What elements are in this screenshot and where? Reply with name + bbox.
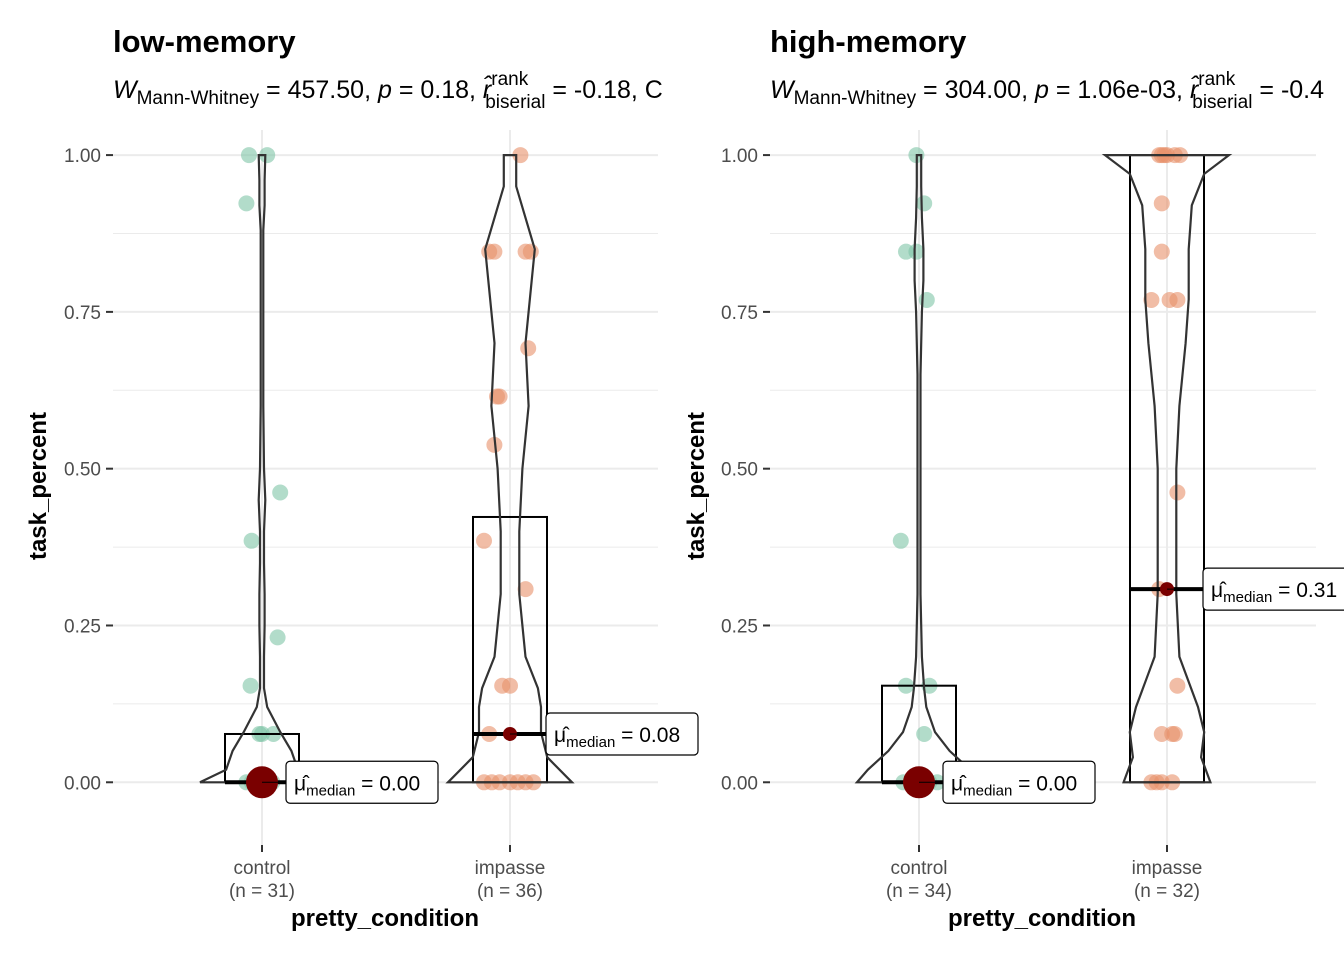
- x-tick-label: impasse: [1132, 858, 1203, 879]
- x-axis-title: pretty_condition: [948, 905, 1136, 932]
- x-axis-title: pretty_condition: [291, 905, 479, 932]
- x-tick-n-label: (n = 36): [477, 881, 543, 902]
- y-tick-label: 0.75: [721, 303, 758, 324]
- median-label-box: [285, 760, 439, 804]
- panel-subtitle: WMann-Whitney = 457.50, p = 0.18, r̂rank…: [113, 69, 663, 113]
- data-point: [259, 147, 276, 164]
- violin: [854, 154, 984, 784]
- grid: [770, 130, 1316, 845]
- x-tick-n-label: (n = 34): [886, 881, 952, 902]
- data-point: [238, 195, 255, 212]
- violin: [445, 154, 575, 784]
- data-point: [908, 243, 925, 260]
- y-tick-label: 0.50: [64, 460, 101, 481]
- median-label-box: [1202, 567, 1344, 611]
- x-tick-n-label: (n = 32): [1134, 881, 1200, 902]
- x-tick-label: control: [890, 858, 947, 879]
- x-axis: control(n = 31) impasse(n = 36): [229, 845, 545, 902]
- median-label: μ̂median = 0.08: [554, 724, 680, 751]
- panel-high-memory: high-memory WMann-Whitney = 304.00, p = …: [683, 24, 1344, 932]
- marks: μ̂median = 0.00 μ̂median = 0.31: [854, 147, 1344, 804]
- median-label: μ̂median = 0.00: [294, 772, 420, 799]
- median-label-box: [545, 712, 699, 756]
- data-point: [892, 532, 909, 549]
- y-tick-label: 1.00: [721, 146, 758, 167]
- panel-title: low-memory: [113, 24, 296, 59]
- y-axis: 0.00 0.25 0.50 0.75 1.00: [721, 146, 770, 794]
- data-point: [243, 532, 260, 549]
- y-axis: 0.00 0.25 0.50 0.75 1.00: [64, 146, 113, 794]
- data-point: [517, 581, 534, 598]
- data-point: [522, 243, 539, 260]
- violin: [1101, 154, 1233, 784]
- median-label: μ̂median = 0.31: [1211, 579, 1337, 606]
- panel-subtitle: WMann-Whitney = 304.00, p = 1.06e-03, r̂…: [770, 69, 1324, 113]
- marks: μ̂median = 0.00 μ̂median = 0.08: [199, 147, 699, 804]
- y-tick-label: 0.00: [64, 773, 101, 794]
- data-point: [1169, 677, 1186, 694]
- median-label: μ̂median = 0.00: [951, 772, 1077, 799]
- x-axis: control(n = 34) impasse(n = 32): [886, 845, 1202, 902]
- data-point: [1143, 291, 1160, 308]
- x-tick-label: impasse: [475, 858, 546, 879]
- data-point: [272, 484, 289, 501]
- y-tick-label: 0.25: [721, 616, 758, 637]
- data-point: [502, 677, 518, 694]
- violin: [199, 154, 325, 784]
- x-tick-n-label: (n = 31): [229, 881, 295, 902]
- y-axis-title: task_percent: [25, 412, 52, 560]
- data-point: [1166, 725, 1183, 742]
- y-tick-label: 1.00: [64, 146, 101, 167]
- data-point: [916, 195, 933, 212]
- panel-low-memory: low-memory WMann-Whitney = 457.50, p = 0…: [25, 24, 699, 932]
- data-point: [269, 629, 286, 646]
- data-point: [916, 725, 933, 742]
- data-point: [520, 340, 537, 357]
- panel-title: high-memory: [770, 24, 967, 59]
- data-point: [241, 147, 257, 164]
- data-point: [242, 677, 259, 694]
- x-tick-label: control: [233, 858, 290, 879]
- median-label-box: [942, 760, 1096, 804]
- data-point: [1153, 195, 1170, 212]
- y-axis-title: task_percent: [683, 412, 710, 560]
- y-tick-label: 0.25: [64, 616, 101, 637]
- data-point: [486, 243, 503, 260]
- data-point: [1169, 291, 1186, 308]
- y-tick-label: 0.00: [721, 773, 758, 794]
- data-point: [1153, 243, 1170, 260]
- data-point: [476, 532, 492, 549]
- y-tick-label: 0.50: [721, 460, 758, 481]
- y-tick-label: 0.75: [64, 303, 101, 324]
